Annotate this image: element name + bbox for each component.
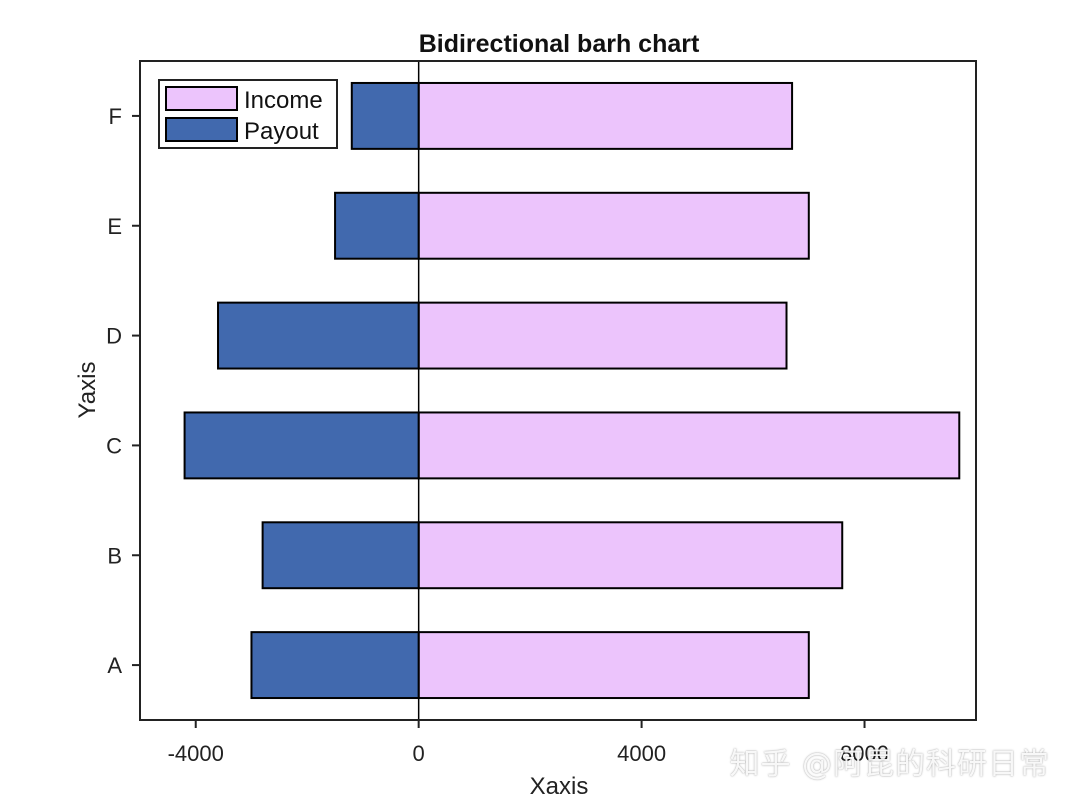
axes-frame bbox=[139, 60, 977, 721]
legend-swatch-income bbox=[165, 86, 238, 111]
y-tick-label-c: C bbox=[106, 433, 122, 458]
x-tick-label-0: -4000 bbox=[168, 741, 224, 766]
plot-background bbox=[140, 61, 976, 720]
bar-payout-a bbox=[250, 631, 420, 700]
y-tick-label-e: E bbox=[107, 214, 122, 239]
legend-label-income: Income bbox=[244, 87, 323, 114]
legend-label-payout: Payout bbox=[244, 118, 319, 145]
legend-swatch-payout bbox=[165, 117, 238, 142]
chart-title: Bidirectional barh chart bbox=[419, 30, 700, 58]
bar-payout-e bbox=[334, 191, 420, 260]
watermark-text: 知乎 @阿昆的科研日常 bbox=[729, 747, 1050, 782]
y-tick-label-f: F bbox=[109, 104, 122, 129]
bar-income-e bbox=[417, 191, 810, 260]
bar-income-d bbox=[417, 301, 788, 370]
bar-payout-c bbox=[183, 411, 420, 480]
bar-income-f bbox=[417, 81, 794, 150]
bar-income-a bbox=[417, 631, 810, 700]
y-axis-label: Yaxis bbox=[74, 362, 101, 419]
x-tick-label-3: 8000 bbox=[840, 741, 889, 766]
y-tick-label-a: A bbox=[107, 653, 122, 678]
legend: Income Payout bbox=[158, 79, 338, 149]
bar-income-c bbox=[417, 411, 961, 480]
bar-payout-f bbox=[350, 81, 420, 150]
x-tick-label-2: 4000 bbox=[617, 741, 666, 766]
bar-payout-d bbox=[217, 301, 420, 370]
y-tick-label-b: B bbox=[107, 543, 122, 568]
bar-payout-b bbox=[261, 521, 420, 590]
x-tick-label-1: 0 bbox=[413, 741, 425, 766]
x-axis-label: Xaxis bbox=[530, 773, 589, 800]
plot-area: A B C D E F -4000 0 4000 8000 bbox=[106, 60, 977, 766]
y-tick-label-d: D bbox=[106, 324, 122, 349]
bar-income-b bbox=[417, 521, 844, 590]
